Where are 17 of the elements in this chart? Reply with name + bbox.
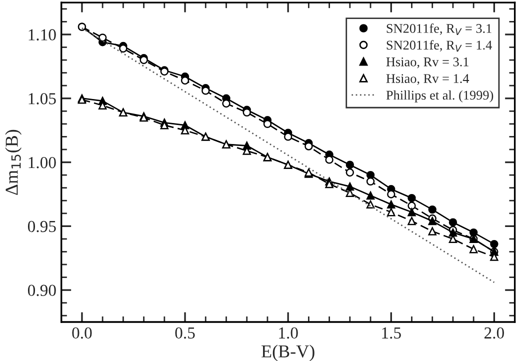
x-tick-label: 1.0 (279, 327, 298, 339)
x-axis-title: E(B-V) (262, 344, 314, 361)
legend-label: Hsiao, Rv = 3.1 (386, 57, 468, 68)
x-tick-label: 2.0 (484, 327, 504, 339)
legend-label: Hsiao, Rv = 1.4 (386, 74, 470, 85)
legend-label: SN2011fe, R$_{V}$ = 1.4 (386, 40, 492, 52)
y-tick-label: 1.00 (28, 156, 56, 168)
y-tick-label: 0.90 (28, 284, 56, 296)
legend-label: SN2011fe, R$_{V}$ = 3.1 (386, 24, 492, 35)
x-tick-label: 1.5 (382, 327, 401, 339)
y-tick-label: 1.10 (28, 29, 56, 40)
y-axis-title: Δm$_{15}$(B) (5, 130, 22, 195)
y-tick-label: 1.05 (28, 93, 56, 104)
y-tick-label: 0.95 (28, 220, 56, 232)
x-tick-label: 0.5 (175, 327, 195, 339)
x-tick-label: 0.0 (72, 327, 92, 339)
legend-label: Phillips et al. (1999) (386, 90, 494, 102)
